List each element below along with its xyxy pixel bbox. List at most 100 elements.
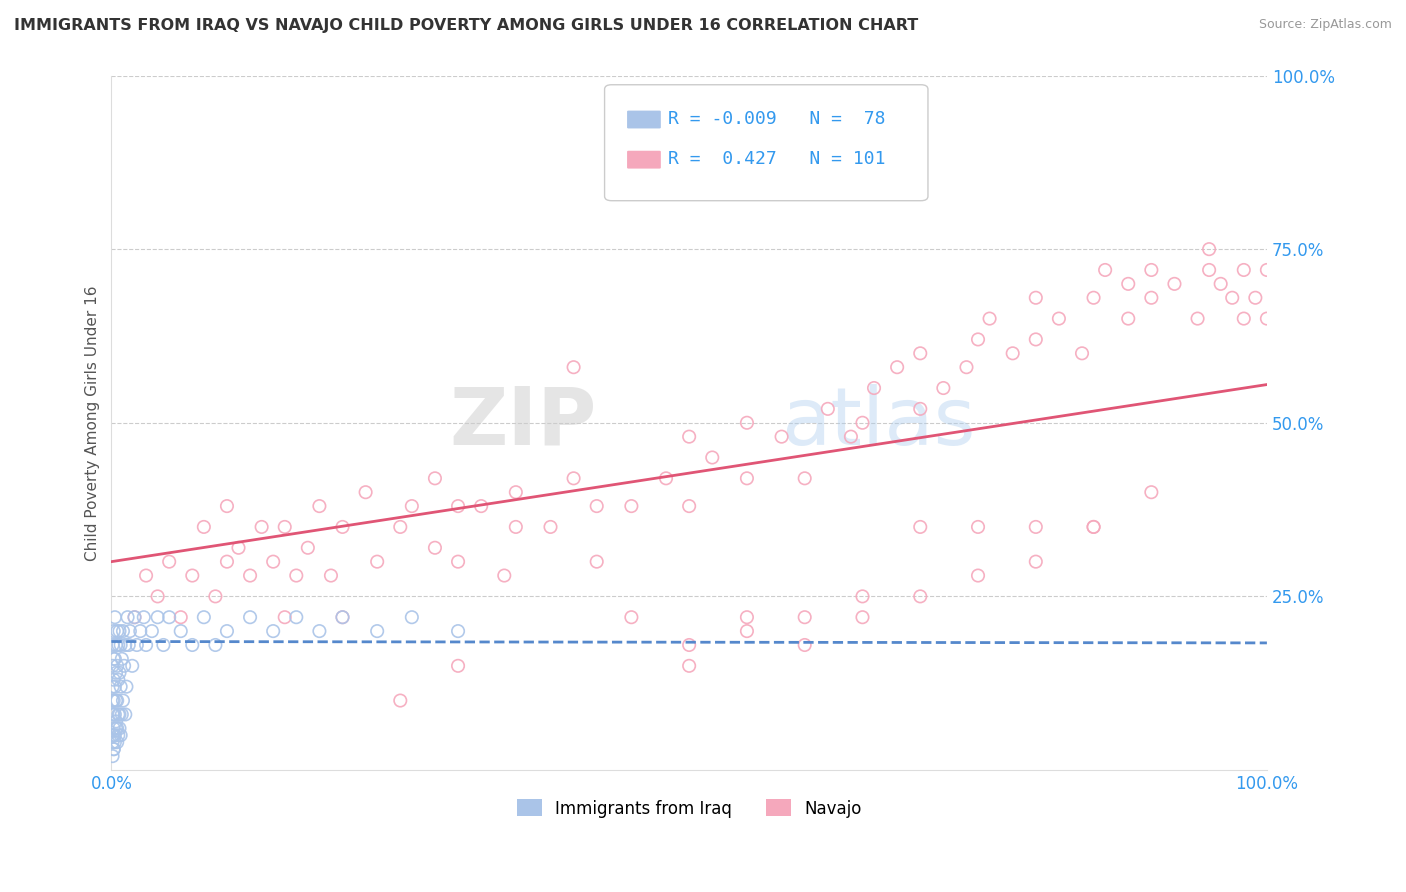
Point xyxy=(297,541,319,555)
Point xyxy=(851,416,873,430)
Point xyxy=(101,658,124,673)
Point xyxy=(274,520,297,534)
Point xyxy=(239,610,262,624)
Point xyxy=(101,735,124,749)
Point xyxy=(118,624,141,639)
Point xyxy=(505,485,527,500)
Point xyxy=(103,742,125,756)
Point xyxy=(793,471,815,485)
Point xyxy=(793,610,815,624)
Point xyxy=(319,568,342,582)
Point xyxy=(910,520,932,534)
Point xyxy=(105,658,128,673)
Point xyxy=(181,638,204,652)
Point xyxy=(215,624,238,639)
Point xyxy=(770,430,793,444)
Point xyxy=(285,568,308,582)
Point xyxy=(141,624,163,639)
Point xyxy=(103,742,125,756)
Point xyxy=(1140,485,1163,500)
Point xyxy=(101,707,124,722)
Point xyxy=(170,624,193,639)
Point xyxy=(204,638,226,652)
Point xyxy=(103,707,125,722)
Point xyxy=(308,499,330,513)
Point xyxy=(110,728,132,742)
Point xyxy=(967,568,990,582)
Point xyxy=(401,499,423,513)
Point xyxy=(103,728,125,742)
Point xyxy=(562,360,585,375)
Point xyxy=(170,610,193,624)
Point xyxy=(967,520,990,534)
Point xyxy=(181,568,204,582)
Point xyxy=(735,624,758,639)
Point xyxy=(655,471,678,485)
Text: R = -0.009   N =  78: R = -0.009 N = 78 xyxy=(668,110,886,128)
Point xyxy=(108,665,131,680)
Point xyxy=(979,311,1001,326)
Text: R =  0.427   N = 101: R = 0.427 N = 101 xyxy=(668,150,886,168)
Point xyxy=(1187,311,1209,326)
Point xyxy=(104,680,127,694)
Point xyxy=(108,707,131,722)
Point xyxy=(108,624,131,639)
Point xyxy=(540,520,562,534)
Point xyxy=(132,610,155,624)
Point xyxy=(111,652,134,666)
Point xyxy=(101,749,124,764)
Point xyxy=(101,693,124,707)
Point xyxy=(423,471,446,485)
Point xyxy=(910,401,932,416)
Point xyxy=(103,624,125,639)
Point xyxy=(401,610,423,624)
Point xyxy=(104,707,127,722)
Point xyxy=(104,610,127,624)
Point xyxy=(112,658,135,673)
Point xyxy=(111,693,134,707)
Point xyxy=(108,722,131,736)
Point xyxy=(135,638,157,652)
Point xyxy=(389,693,412,707)
Point xyxy=(104,728,127,742)
Point xyxy=(851,610,873,624)
Point xyxy=(678,638,700,652)
Point xyxy=(1209,277,1232,291)
Point xyxy=(1140,263,1163,277)
Point xyxy=(366,624,388,639)
Point xyxy=(105,722,128,736)
Point xyxy=(105,638,128,652)
Point xyxy=(886,360,908,375)
Point xyxy=(1198,263,1220,277)
Point xyxy=(1233,311,1256,326)
Point xyxy=(678,499,700,513)
Point xyxy=(105,722,128,736)
Point xyxy=(129,624,152,639)
Text: ZIP: ZIP xyxy=(450,384,596,462)
Point xyxy=(1083,291,1105,305)
Point xyxy=(274,610,297,624)
Point xyxy=(114,638,136,652)
Point xyxy=(105,714,128,729)
Point xyxy=(215,499,238,513)
Point xyxy=(585,555,607,569)
Point xyxy=(105,665,128,680)
Point xyxy=(447,555,470,569)
Point xyxy=(107,728,129,742)
Point xyxy=(447,499,470,513)
Point xyxy=(678,658,700,673)
Point xyxy=(1025,520,1047,534)
Point xyxy=(332,610,354,624)
Point xyxy=(702,450,724,465)
Point xyxy=(107,638,129,652)
Point xyxy=(470,499,492,513)
Point xyxy=(228,541,250,555)
Point xyxy=(124,610,146,624)
Point xyxy=(562,471,585,485)
Point xyxy=(389,520,412,534)
Point xyxy=(910,590,932,604)
Point xyxy=(239,568,262,582)
Point xyxy=(505,520,527,534)
Point xyxy=(146,590,169,604)
Point xyxy=(817,401,839,416)
